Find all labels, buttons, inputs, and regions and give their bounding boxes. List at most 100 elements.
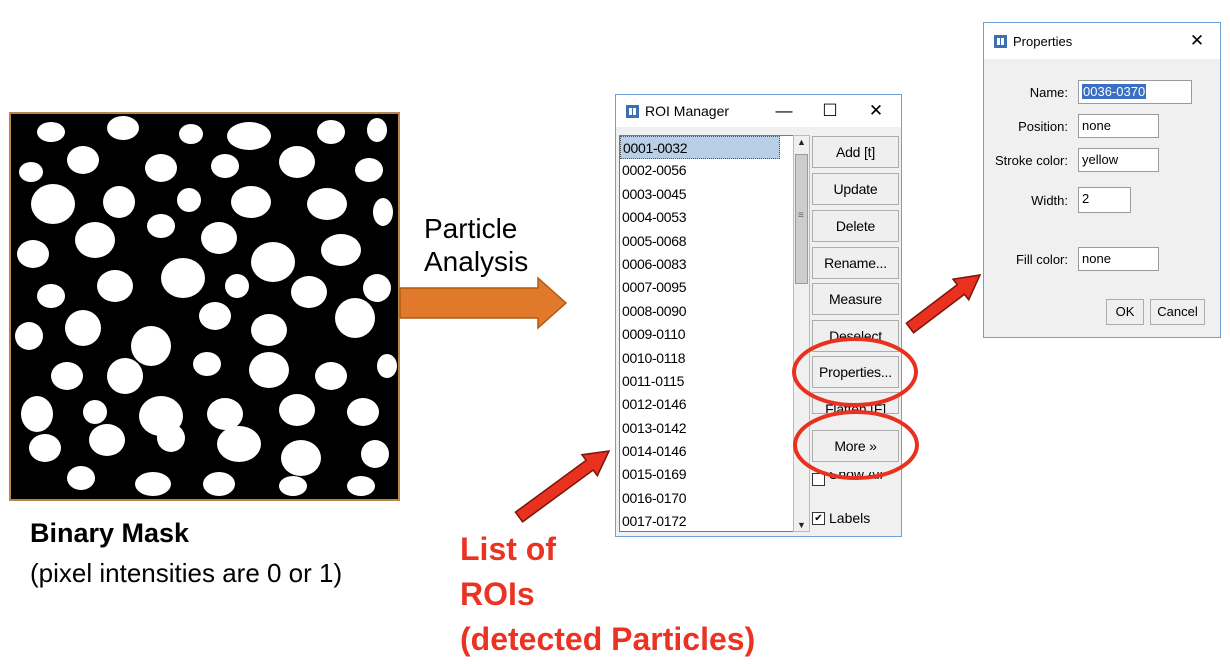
scrollbar-thumb[interactable]: ≡	[795, 154, 808, 284]
fill-color-field[interactable]: none	[1078, 247, 1159, 271]
properties-title: Properties	[1013, 33, 1073, 49]
ok-button[interactable]: OK	[1106, 299, 1144, 325]
width-label: Width:	[1031, 193, 1068, 208]
roi-list-item[interactable]: 0011-0115	[622, 372, 685, 389]
flatten-button[interactable]: Flatten [F]	[812, 392, 899, 414]
particle-blob	[279, 394, 315, 426]
list-pointer-arrow-icon	[514, 450, 611, 523]
measure-button[interactable]: Measure	[812, 283, 899, 315]
roi-list-item[interactable]: 0007-0095	[622, 279, 687, 296]
roi-list-item[interactable]: 0017-0172	[622, 513, 687, 530]
labels-checkbox[interactable]: ✔	[812, 511, 825, 525]
roi-list-item[interactable]: 0008-0090	[622, 302, 687, 319]
properties-dialog: Properties ✕ Name: 0036-0370 Position: n…	[983, 22, 1221, 338]
particle-blob	[315, 362, 347, 390]
particle-blob	[107, 358, 143, 394]
flow-label: Particle Analysis	[424, 212, 528, 278]
particle-blob	[355, 158, 383, 182]
name-field[interactable]: 0036-0370	[1078, 80, 1192, 104]
update-button[interactable]: Update	[812, 173, 899, 205]
particle-blob	[377, 354, 397, 378]
binary-mask-image	[9, 112, 400, 501]
particle-blob	[179, 124, 203, 144]
roi-list-item[interactable]: 0012-0146	[622, 396, 687, 413]
cancel-button[interactable]: Cancel	[1150, 299, 1205, 325]
stroke-color-field[interactable]: yellow	[1078, 148, 1159, 172]
particle-blob	[103, 186, 135, 218]
roi-list-item[interactable]: 0002-0056	[622, 162, 687, 179]
particle-blob	[177, 188, 201, 212]
roi-list-item[interactable]: 0001-0032	[620, 136, 780, 160]
roi-list-item[interactable]: 0016-0170	[622, 489, 687, 506]
imagej-app-icon	[626, 104, 639, 118]
particle-blob	[67, 146, 99, 174]
particle-blob	[193, 352, 221, 376]
particle-blob	[279, 476, 307, 496]
roi-list-item[interactable]: 0014-0146	[622, 443, 687, 460]
roi-manager-titlebar[interactable]: ROI Manager — ☐ ✕	[616, 95, 901, 127]
roi-list-item[interactable]: 0006-0083	[622, 255, 687, 272]
properties-button[interactable]: Properties...	[812, 356, 899, 388]
particle-blob	[279, 146, 315, 178]
roi-list-item[interactable]: 0009-0110	[622, 326, 686, 343]
show-all-checkbox[interactable]	[812, 472, 825, 486]
particle-blob	[307, 188, 347, 220]
roi-list-item[interactable]: 0015-0169	[622, 466, 687, 483]
close-icon[interactable]: ✕	[868, 101, 884, 120]
particle-blob	[249, 352, 289, 388]
properties-titlebar[interactable]: Properties ✕	[984, 23, 1220, 59]
roi-list-caption-line1: List of	[460, 531, 556, 567]
roi-list-scrollbar[interactable]: ▲ ≡ ▼	[793, 135, 810, 532]
stroke-color-label: Stroke color:	[995, 153, 1068, 168]
particle-blob	[17, 240, 49, 268]
roi-list-item[interactable]: 0004-0053	[622, 209, 687, 226]
flatten-button-label: Flatten [F]	[825, 401, 886, 414]
width-field[interactable]: 2	[1078, 187, 1131, 213]
mask-caption-subtitle: (pixel intensities are 0 or 1)	[30, 558, 343, 588]
labels-row[interactable]: ✔ Labels	[812, 510, 870, 526]
roi-list-item[interactable]: 0005-0068	[622, 232, 687, 249]
add-button[interactable]: Add [t]	[812, 136, 899, 168]
particle-blob	[367, 118, 387, 142]
minimize-icon[interactable]: —	[775, 101, 793, 120]
particle-blob	[83, 400, 107, 424]
roi-manager-window: ROI Manager — ☐ ✕ 0001-0032 0002-0056 0003…	[615, 94, 902, 537]
position-field[interactable]: none	[1078, 114, 1159, 138]
particle-blob	[75, 222, 115, 258]
delete-button[interactable]: Delete	[812, 210, 899, 242]
imagej-app-icon	[994, 34, 1007, 48]
roi-list-caption: List of ROIs (detected Particles)	[460, 527, 755, 662]
name-field-value: 0036-0370	[1082, 84, 1147, 99]
particle-blob	[361, 440, 389, 468]
maximize-icon[interactable]: ☐	[822, 101, 838, 120]
labels-label: Labels	[829, 510, 871, 526]
properties-pointer-arrow-icon	[905, 274, 982, 334]
particle-blob	[335, 298, 375, 338]
show-all-row[interactable]: Show All	[812, 472, 883, 486]
scroll-up-icon[interactable]: ▲	[797, 137, 806, 147]
more-button[interactable]: More »	[812, 430, 899, 462]
particle-blob	[347, 398, 379, 426]
particle-blob	[211, 154, 239, 178]
particle-blob	[231, 186, 271, 218]
particle-blob	[37, 284, 65, 308]
particle-blob	[135, 472, 171, 496]
particle-blob	[199, 302, 231, 330]
mask-blobs	[15, 116, 397, 496]
roi-list-item[interactable]: 0013-0142	[622, 419, 687, 436]
deselect-button[interactable]: Deselect	[812, 320, 899, 352]
particle-blob	[203, 472, 235, 496]
roi-list-item[interactable]: 0003-0045	[622, 185, 687, 202]
particle-blob	[31, 184, 75, 224]
close-icon[interactable]: ✕	[1189, 31, 1205, 50]
roi-list-caption-line3: (detected Particles)	[460, 621, 756, 657]
particle-blob	[131, 326, 171, 366]
scroll-down-icon[interactable]: ▼	[797, 520, 806, 530]
roi-list-item[interactable]: 0010-0118	[622, 349, 686, 366]
particle-blob	[201, 222, 237, 254]
particle-blob	[21, 396, 53, 432]
roi-list[interactable]: 0001-0032 0002-0056 0003-0045 0004-0053 0005…	[619, 135, 795, 532]
rename-button[interactable]: Rename...	[812, 247, 899, 279]
flow-label-line2: Analysis	[424, 246, 529, 277]
particle-blob	[147, 214, 175, 238]
